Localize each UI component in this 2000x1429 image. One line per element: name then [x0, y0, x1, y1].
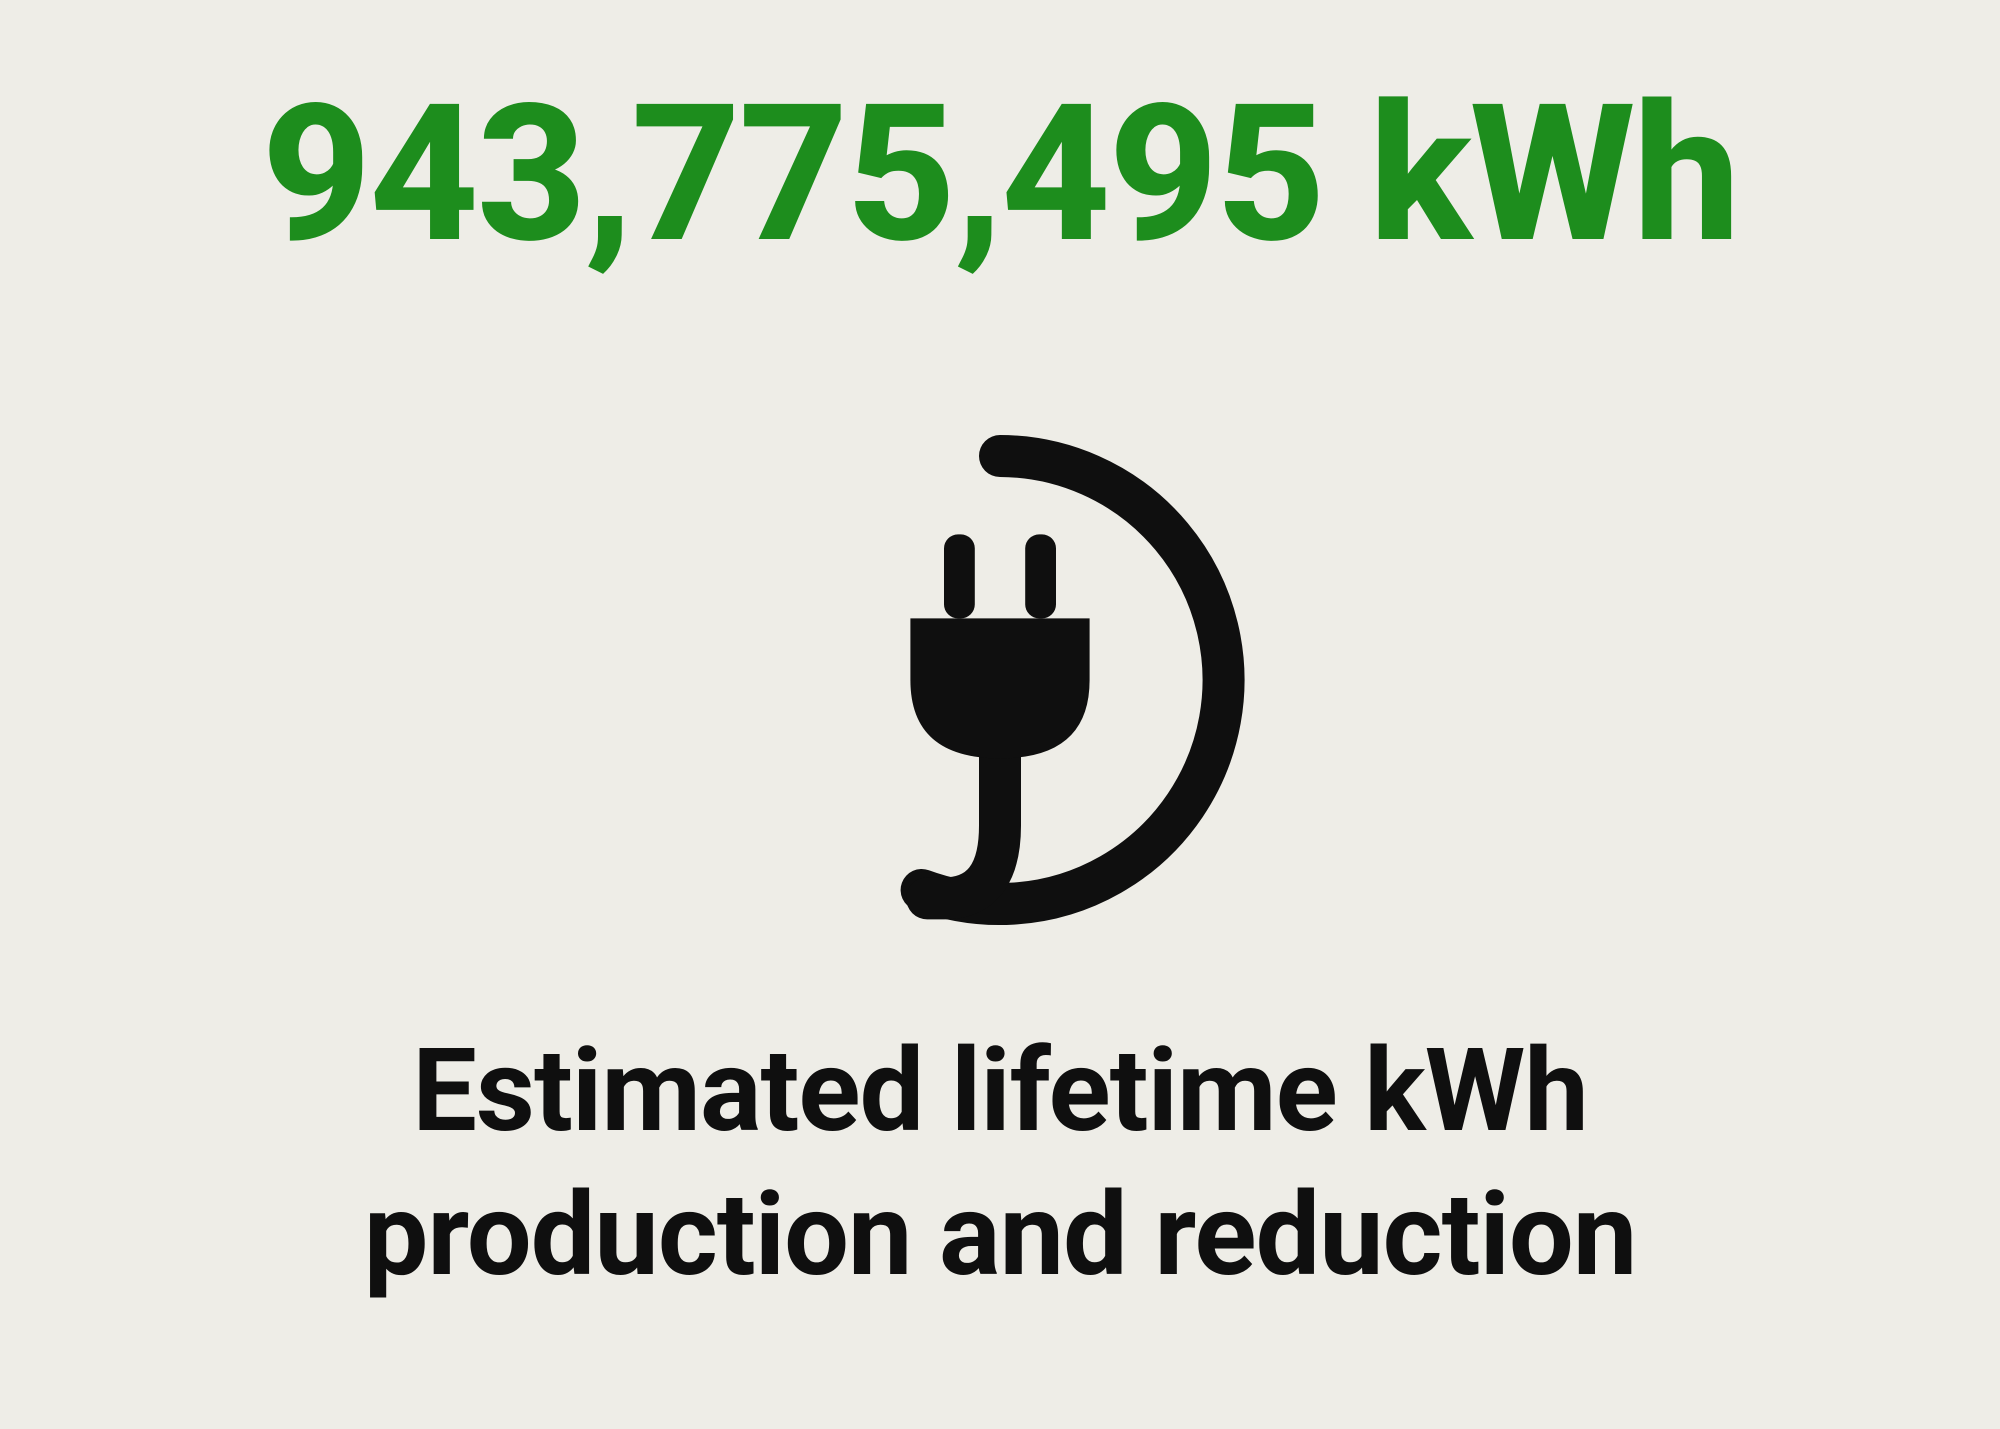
stat-description: Estimated lifetime kWh production and re…	[150, 1020, 1850, 1308]
stat-value: 943,775,495 kWh	[262, 80, 1739, 270]
plug-circle-icon	[720, 400, 1280, 960]
